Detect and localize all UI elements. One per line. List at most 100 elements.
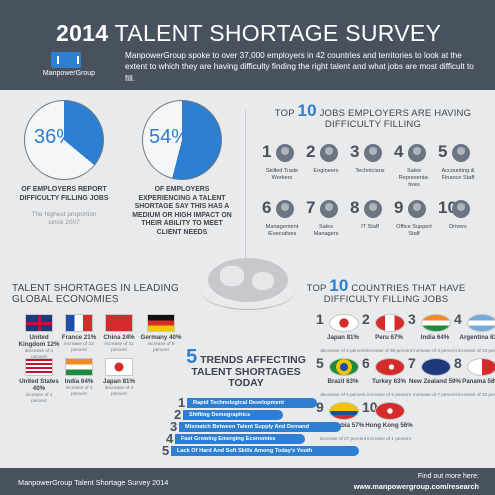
- trend-item: 3 Mismatch Between Talent Supply And Dem…: [170, 419, 344, 434]
- country-name: Turkey 63%: [372, 378, 406, 385]
- country-name: Peru 67%: [375, 334, 403, 341]
- trend-bar: Mismatch Between Talent Supply And Deman…: [179, 422, 341, 432]
- country-change: increase of 1 percent: [367, 436, 411, 441]
- economy-change: increase of 11 percent: [104, 341, 134, 352]
- economy-item: Germany 40% increase of 5 percent: [140, 314, 182, 352]
- economies-heading: TALENT SHORTAGES IN LEADING GLOBAL ECONO…: [12, 283, 179, 305]
- worker-icon: 9: [394, 198, 434, 222]
- trend-item: 1 Rapid Technological Development: [178, 395, 320, 410]
- country-rank: 9: [316, 399, 324, 415]
- jobs-heading-post: JOBS EMPLOYERS ARE HAVING DIFFICULTY FIL…: [319, 108, 472, 130]
- economy-change: increase of 5 percent: [147, 341, 175, 352]
- trend-label: Fast Growing Emerging Economies: [181, 436, 276, 442]
- job-label: Technicians: [355, 168, 385, 174]
- country-change: increase of 3 percent: [413, 348, 457, 353]
- trend-label: Lack Of Hard And Soft Skills Among Today…: [177, 448, 313, 454]
- worker-icon: 3: [350, 142, 390, 166]
- job-label: Engineers: [313, 168, 339, 174]
- person-icon: [364, 144, 382, 162]
- economy-name: China 24%: [103, 334, 135, 341]
- countries-heading-num: 10: [329, 276, 349, 295]
- job-item: 3 Technicians: [350, 142, 390, 175]
- trend-item: 4 Fast Growing Emerging Economies: [166, 431, 308, 446]
- worker-icon: 4: [394, 142, 434, 166]
- worker-icon: 8: [350, 198, 390, 222]
- economy-change: increase of 3 percent: [65, 385, 93, 396]
- country-name: India 64%: [420, 334, 450, 341]
- flag-icon: [105, 314, 133, 332]
- trend-rank: 1: [178, 395, 186, 410]
- title-text: TALENT SHORTAGE SURVEY: [114, 20, 442, 46]
- country-rank: 4: [454, 311, 462, 327]
- country-rank: 1: [316, 311, 324, 327]
- economy-item: Japan 81% decrease of 4 percent: [98, 358, 140, 396]
- job-rank: 8: [350, 198, 360, 217]
- flag-icon: [329, 314, 359, 332]
- country-name: Hong Kong 56%: [365, 422, 413, 429]
- country-name: Brazil 63%: [327, 378, 359, 385]
- trends-heading-num: 5: [186, 346, 198, 368]
- flag-icon: [65, 314, 93, 332]
- economy-change: decrease of 4 percent: [104, 385, 134, 396]
- flag-icon: [375, 358, 405, 376]
- trend-rank: 4: [166, 431, 174, 446]
- country-name: New Zealand 59%: [409, 378, 461, 385]
- flag-icon: [65, 358, 93, 376]
- footer-more-label: Find out more here:: [417, 473, 479, 480]
- stat-caption: OF EMPLOYERS EXPERIENCING A TALENT SHORT…: [132, 186, 232, 236]
- trend-bar: Fast Growing Emerging Economies: [175, 434, 305, 444]
- flag-icon: [375, 314, 405, 332]
- person-icon: [320, 200, 338, 218]
- country-change: decrease of 5 percent: [320, 392, 366, 397]
- job-label: Drivers: [449, 224, 467, 230]
- countries-heading-pre: TOP: [306, 283, 327, 294]
- trend-item: 2 Shifting Demographics: [174, 407, 286, 422]
- job-item: 10 Drivers: [438, 198, 478, 231]
- economy-item: China 24% increase of 11 percent: [98, 314, 140, 352]
- job-label: Sales Managers: [313, 224, 339, 237]
- countries-heading: TOP 10 COUNTRIES THAT HAVE DIFFICULTY FI…: [286, 277, 486, 305]
- trends-heading-text: TRENDS AFFECTING TALENT SHORTAGES TODAY: [191, 354, 306, 389]
- economy-name: United States 40%: [19, 378, 59, 392]
- country-change: increase of 7 percent: [413, 392, 457, 397]
- jobs-heading-pre: TOP: [274, 108, 295, 119]
- economy-item: United Kingdom 12% decrease of 1 percent: [18, 314, 60, 359]
- job-item: 7 Sales Managers: [306, 198, 346, 238]
- job-item: 2 Engineers: [306, 142, 346, 175]
- economy-item: France 21% increase of 12 percent: [58, 314, 100, 352]
- job-item: 6 Management /Executives: [262, 198, 302, 238]
- flag-icon: [467, 358, 495, 376]
- job-item: 5 Accounting & Finance Staff: [438, 142, 478, 182]
- flag-icon: [329, 402, 359, 420]
- flag-icon: [105, 358, 133, 376]
- job-label: Office Support Staff: [396, 224, 432, 237]
- intro-text: ManpowerGroup spoke to over 37,000 emplo…: [125, 51, 474, 83]
- country-change: increase of 27 percent: [319, 436, 367, 441]
- flag-icon: [147, 314, 175, 332]
- job-rank: 3: [350, 142, 360, 161]
- country-rank: 6: [362, 355, 370, 371]
- country-rank: 10: [362, 399, 378, 415]
- jobs-heading: TOP 10 JOBS EMPLOYERS ARE HAVING DIFFICU…: [258, 102, 488, 130]
- trend-item: 5 Lack Of Hard And Soft Skills Among Tod…: [162, 443, 362, 458]
- country-rank: 3: [408, 311, 416, 327]
- job-rank: 2: [306, 142, 316, 161]
- flag-icon: [421, 314, 451, 332]
- economy-change: decrease of 1 percent: [24, 348, 54, 359]
- logo-text: ManpowerGroup: [42, 70, 96, 77]
- page-title: 2014 TALENT SHORTAGE SURVEY: [56, 20, 441, 47]
- economy-name: United Kingdom 12%: [18, 334, 60, 348]
- trend-bar: Rapid Technological Development: [187, 398, 317, 408]
- footer-title: ManpowerGroup Talent Shortage Survey 201…: [18, 478, 169, 487]
- job-label: Skilled Trade Workers: [265, 168, 299, 181]
- country-name: Colombia 57%: [321, 422, 365, 429]
- footer-link[interactable]: www.manpowergroup.com/research: [353, 482, 479, 491]
- flag-icon: [25, 358, 53, 376]
- trend-rank: 2: [174, 407, 182, 422]
- country-rank: 8: [454, 355, 462, 371]
- country-change: increase of 23 percent: [457, 348, 495, 353]
- person-icon: [452, 200, 470, 218]
- country-name: Panama 58%: [462, 378, 495, 385]
- pie-chart-54: [142, 100, 222, 180]
- trend-label: Rapid Technological Development: [193, 400, 284, 406]
